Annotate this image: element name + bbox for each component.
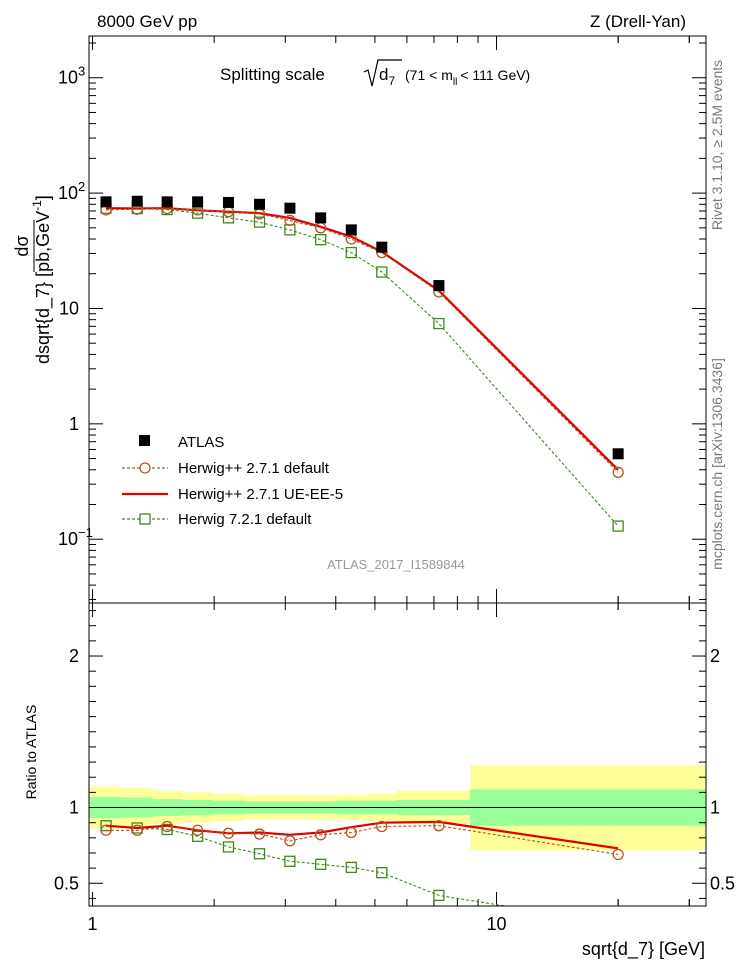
x-tick-label: 10 xyxy=(487,914,507,934)
x-tick-label: 1 xyxy=(88,914,98,934)
ratio-x-tick-labels: 1 10 xyxy=(88,914,507,934)
herwigpp-default-marker xyxy=(100,824,112,836)
herwigpp-default-marker xyxy=(284,214,296,227)
sqrt-symbol xyxy=(363,59,402,87)
herwigpp-default-marker xyxy=(345,826,357,839)
herwig7-default-marker xyxy=(345,861,357,874)
herwig7-default-marker xyxy=(376,867,388,879)
herwig7-default-marker xyxy=(253,216,266,228)
herwig7-default-marker xyxy=(161,823,173,836)
analysis-id: ATLAS_2017_I1589844 xyxy=(327,557,465,572)
atlas-data-point xyxy=(376,241,388,253)
y-tick-label-main: 10 xyxy=(59,298,79,318)
herwig7-default-marker xyxy=(433,889,445,902)
y-tick-label-main: 103 xyxy=(58,64,85,88)
ratio-y-tick-labels: 0.5 0.5 1 1 2 2 xyxy=(54,646,735,893)
x-axis-label: sqrt{d_7} [GeV] xyxy=(582,939,705,960)
herwig7-default-marker xyxy=(433,317,445,330)
ratio-frame xyxy=(88,602,707,907)
y-tick-label-ratio-right: 1 xyxy=(710,798,720,818)
legend-marker-herwigpp-default xyxy=(139,462,151,474)
herwig7-default-marker xyxy=(376,266,388,278)
header-left: 8000 GeV pp xyxy=(97,12,197,31)
ylabel-numerator: dσ xyxy=(12,235,32,256)
main-y-label: dσ dsqrt{d_7} [pb,GeV-1] xyxy=(12,195,54,364)
legend-label-herwig7-default: Herwig 7.2.1 default xyxy=(178,511,312,528)
plot-title-range: (71 < mll < 111 GeV) xyxy=(405,67,530,88)
main-axis-ticks xyxy=(89,36,706,603)
atlas-data-point xyxy=(131,195,143,207)
atlas-data-point xyxy=(345,224,357,236)
ratio-series xyxy=(100,820,624,906)
y-tick-label-ratio: 1 xyxy=(69,798,79,818)
atlas-data-point xyxy=(315,212,327,224)
herwig7-default-marker xyxy=(222,841,235,853)
header-right: Z (Drell-Yan) xyxy=(590,12,686,31)
ratio-y-label: Ratio to ATLAS xyxy=(23,705,39,800)
herwig7-default-marker xyxy=(612,520,624,532)
y-tick-label-main: 10−1 xyxy=(58,525,93,549)
herwig7-default-marker xyxy=(315,233,327,246)
y-tick-label-ratio: 0.5 xyxy=(54,873,79,893)
y-tick-label-ratio-right: 0.5 xyxy=(710,873,735,893)
ratio-series-group xyxy=(100,820,624,906)
atlas-data-point xyxy=(284,202,296,214)
plot-title-symbol: d7 xyxy=(379,65,395,88)
y-tick-label-ratio-right: 2 xyxy=(710,646,720,666)
herwigpp-default-marker xyxy=(131,824,143,836)
y-tick-label-ratio: 2 xyxy=(69,646,79,666)
y-tick-label-main: 1 xyxy=(69,414,79,434)
herwig7-default-marker xyxy=(284,855,296,867)
atlas-data-point xyxy=(192,196,204,208)
ratio-axis-ticks xyxy=(89,603,706,906)
atlas-data-point xyxy=(161,196,173,208)
plot-title-text: Splitting scale xyxy=(220,65,325,84)
legend-marker-herwig7-default xyxy=(139,513,151,525)
herwig7-default-marker xyxy=(315,858,327,870)
atlas-data-point xyxy=(100,196,112,208)
legend-marker-atlas xyxy=(139,435,150,446)
main-y-tick-labels: 10−1 1 10 102 103 xyxy=(58,64,93,549)
herwigpp-default-marker xyxy=(315,829,327,841)
atlas-data-point xyxy=(222,196,234,208)
herwigpp-default-marker xyxy=(612,848,624,861)
legend: ATLAS Herwig++ 2.7.1 default Herwig++ 2.… xyxy=(122,434,343,528)
atlas-data-point xyxy=(612,448,624,460)
legend-label-atlas: ATLAS xyxy=(178,434,224,451)
atlas-data-point xyxy=(433,280,445,292)
herwigpp-default-marker xyxy=(161,820,173,833)
herwig7-default-marker xyxy=(345,246,357,259)
herwigpp-default-marker xyxy=(433,820,445,832)
herwig7-default-marker xyxy=(191,207,204,219)
herwig7-default-marker xyxy=(253,848,266,860)
herwig7-default-marker xyxy=(222,212,235,224)
rivet-version-text: Rivet 3.1.10, ≥ 2.5M events xyxy=(709,60,725,230)
herwigpp-default-marker xyxy=(376,820,388,833)
herwigpp-default-marker xyxy=(284,835,296,847)
y-tick-label-main: 102 xyxy=(58,179,85,203)
atlas-data-point xyxy=(254,198,266,210)
plot-title: Splitting scale xyxy=(220,65,325,84)
herwigpp-default-marker xyxy=(612,466,624,478)
ylabel-denominator: dsqrt{d_7} [pb,GeV-1] xyxy=(30,195,54,364)
herwigpp-default-marker xyxy=(191,824,204,836)
herwigpp-default-marker xyxy=(222,827,235,839)
herwigpp-default-marker xyxy=(253,828,266,840)
main-series xyxy=(100,195,624,532)
legend-label-herwigpp-default: Herwig++ 2.7.1 default xyxy=(178,460,330,477)
legend-label-herwigpp-ueee5: Herwig++ 2.7.1 UE-EE-5 xyxy=(178,486,343,503)
mcplots-credit-text: mcplots.cern.ch [arXiv:1306.3436] xyxy=(709,358,725,570)
ratio-uncertainty-bands xyxy=(89,765,706,850)
